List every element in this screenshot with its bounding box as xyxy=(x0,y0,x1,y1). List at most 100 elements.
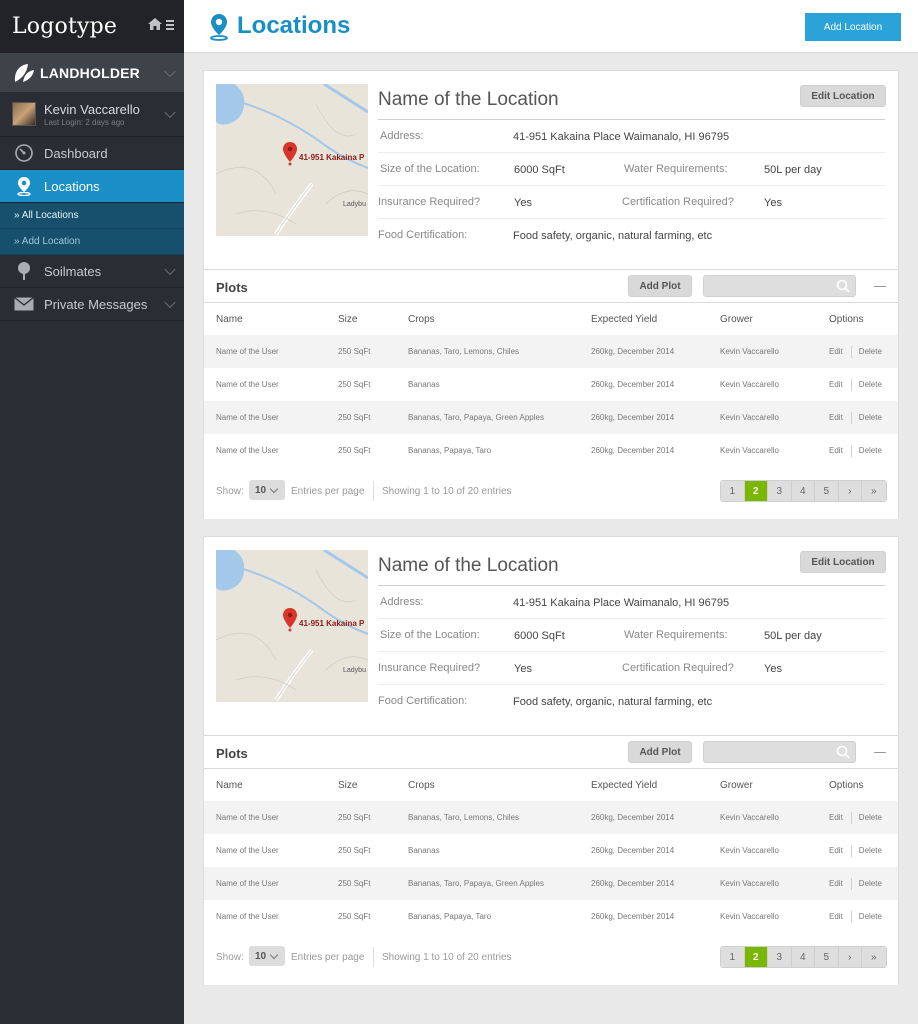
search-input[interactable] xyxy=(704,742,834,763)
options-cell: Edit Delete xyxy=(829,401,898,434)
home-icon[interactable] xyxy=(147,17,163,36)
brand-bar[interactable]: LANDHOLDER xyxy=(0,53,184,92)
food-certification-value: Food safety, organic, natural farming, e… xyxy=(513,696,713,708)
page-button[interactable]: 2 xyxy=(744,947,768,967)
table-cell: 250 SqFt xyxy=(338,446,371,455)
sidebar-item-private-messages[interactable]: Private Messages xyxy=(0,288,184,321)
delete-plot-link[interactable]: Delete xyxy=(858,846,882,855)
menu-icon[interactable] xyxy=(166,18,174,36)
search-input[interactable] xyxy=(704,276,834,297)
edit-plot-link[interactable]: Edit xyxy=(829,846,843,855)
edit-plot-link[interactable]: Edit xyxy=(829,413,843,422)
page-button[interactable]: › xyxy=(838,947,862,967)
delete-plot-link[interactable]: Delete xyxy=(858,912,882,921)
page-button[interactable]: 3 xyxy=(768,947,792,967)
page-button[interactable]: 4 xyxy=(791,947,815,967)
page-title-text: Locations xyxy=(237,12,351,39)
edit-plot-link[interactable]: Edit xyxy=(829,446,843,455)
add-plot-button[interactable]: Add Plot xyxy=(628,275,692,297)
page-button[interactable]: 4 xyxy=(791,481,815,501)
table-cell: Name of the User xyxy=(204,867,338,900)
chevron-down-icon[interactable] xyxy=(164,263,176,276)
size-value: 6000 SqFt xyxy=(514,630,565,642)
divider xyxy=(850,844,852,857)
column-header[interactable]: Size xyxy=(338,313,358,325)
logo[interactable]: Logotype xyxy=(12,14,118,39)
edit-plot-link[interactable]: Edit xyxy=(829,380,843,389)
column-header[interactable]: Name xyxy=(216,779,243,791)
column-header[interactable]: Grower xyxy=(720,779,753,791)
insurance-value: Yes xyxy=(514,197,532,209)
table-row[interactable]: Name of the User 250 SqFt Bananas 260kg, De… xyxy=(204,368,898,401)
address-label: Address: xyxy=(380,596,424,608)
chevron-down-icon[interactable] xyxy=(164,296,176,309)
page-button[interactable]: 2 xyxy=(744,481,768,501)
page-button[interactable]: 5 xyxy=(815,481,839,501)
entries-per-page-select[interactable]: 10 xyxy=(249,480,285,500)
sidebar-subitem-add-location[interactable]: » Add Location xyxy=(0,229,184,255)
map-label: Ladybu xyxy=(343,667,366,674)
collapse-icon[interactable] xyxy=(874,286,886,287)
table-row[interactable]: Name of the User 250 SqFt Bananas, Taro, P… xyxy=(204,867,898,900)
delete-plot-link[interactable]: Delete xyxy=(858,813,882,822)
table-row[interactable]: Name of the User 250 SqFt Bananas, Taro, L… xyxy=(204,801,898,834)
logo-bar: Logotype xyxy=(0,0,184,53)
search-icon[interactable] xyxy=(836,279,850,293)
table-cell: 260kg, December 2014 xyxy=(591,801,720,834)
page-button[interactable]: 3 xyxy=(768,481,792,501)
location-pin-icon xyxy=(14,176,34,196)
delete-plot-link[interactable]: Delete xyxy=(858,347,882,356)
sidebar-item-locations[interactable]: Locations xyxy=(0,170,184,203)
table-cell: Bananas, Papaya, Taro xyxy=(408,912,492,921)
column-header[interactable]: Size xyxy=(338,779,358,791)
table-row[interactable]: Name of the User 250 SqFt Bananas, Papaya,… xyxy=(204,900,898,933)
page-button[interactable]: 1 xyxy=(721,481,745,501)
table-row[interactable]: Name of the User 250 SqFt Bananas, Taro, P… xyxy=(204,401,898,434)
edit-location-button[interactable]: Edit Location xyxy=(800,551,886,573)
search-icon[interactable] xyxy=(836,745,850,759)
collapse-icon[interactable] xyxy=(874,752,886,753)
location-map[interactable]: 41-951 Kakaina P Ladybu xyxy=(216,550,368,702)
table-cell: Name of the User xyxy=(216,912,279,921)
add-location-button[interactable]: Add Location xyxy=(805,13,901,41)
delete-plot-link[interactable]: Delete xyxy=(858,380,882,389)
user-bar[interactable]: Kevin Vaccarello Last Login: 2 days ago xyxy=(0,92,184,137)
edit-location-button[interactable]: Edit Location xyxy=(800,85,886,107)
page-button[interactable]: » xyxy=(862,481,886,501)
edit-plot-link[interactable]: Edit xyxy=(829,813,843,822)
page-button[interactable]: 5 xyxy=(815,947,839,967)
delete-plot-link[interactable]: Delete xyxy=(858,413,882,422)
column-header[interactable]: Crops xyxy=(408,779,435,791)
page-button[interactable]: 1 xyxy=(721,947,745,967)
edit-plot-link[interactable]: Edit xyxy=(829,347,843,356)
entries-per-page-select[interactable]: 10 xyxy=(249,946,285,966)
edit-plot-link[interactable]: Edit xyxy=(829,912,843,921)
page-button[interactable]: › xyxy=(838,481,862,501)
sidebar-subitem-all-locations[interactable]: » All Locations xyxy=(0,203,184,229)
search-box xyxy=(703,275,856,297)
showing-entries-text: Showing 1 to 10 of 20 entries xyxy=(382,952,512,963)
options-cell: Edit Delete xyxy=(829,801,898,834)
column-header[interactable]: Expected Yield xyxy=(591,779,658,791)
column-header: Options xyxy=(829,779,864,791)
add-plot-button[interactable]: Add Plot xyxy=(628,741,692,763)
edit-plot-link[interactable]: Edit xyxy=(829,879,843,888)
sidebar-item-soilmates[interactable]: Soilmates xyxy=(0,255,184,288)
column-header[interactable]: Name xyxy=(216,313,243,325)
table-row[interactable]: Name of the User 250 SqFt Bananas, Papaya,… xyxy=(204,434,898,467)
table-cell: Kevin Vaccarello xyxy=(720,401,829,434)
table-row[interactable]: Name of the User 250 SqFt Bananas, Taro, L… xyxy=(204,335,898,368)
divider xyxy=(850,877,852,890)
page-button[interactable]: » xyxy=(862,947,886,967)
chevron-down-icon[interactable] xyxy=(164,106,176,119)
certification-value: Yes xyxy=(764,663,782,675)
column-header[interactable]: Crops xyxy=(408,313,435,325)
column-header[interactable]: Expected Yield xyxy=(591,313,658,325)
delete-plot-link[interactable]: Delete xyxy=(858,446,882,455)
delete-plot-link[interactable]: Delete xyxy=(858,879,882,888)
sidebar-item-dashboard[interactable]: Dashboard xyxy=(0,137,184,170)
chevron-down-icon[interactable] xyxy=(164,65,176,77)
location-map[interactable]: 41-951 Kakaina P Ladybu xyxy=(216,84,368,236)
table-row[interactable]: Name of the User 250 SqFt Bananas 260kg, De… xyxy=(204,834,898,867)
column-header[interactable]: Grower xyxy=(720,313,753,325)
